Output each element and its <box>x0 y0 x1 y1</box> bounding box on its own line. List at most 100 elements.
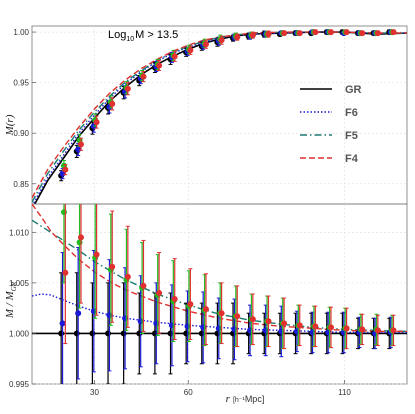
bottom-data-point <box>214 330 221 337</box>
top-y-tick-label: 1.00 <box>13 28 29 37</box>
top-y-tick-label: 0.90 <box>13 129 29 138</box>
bottom-data-point <box>62 269 69 276</box>
bottom-data-point <box>234 313 241 320</box>
top-data-point <box>249 32 256 39</box>
bottom-y-axis-label-main: M / M <box>4 290 16 319</box>
bottom-curve-f4 <box>32 204 407 333</box>
bottom-data-point <box>184 323 191 330</box>
x-tick-label: 30 <box>90 388 99 397</box>
bottom-data-point <box>215 325 222 332</box>
bottom-data-point <box>262 327 269 334</box>
top-y-tick-label: 0.95 <box>13 79 29 88</box>
top-curve-f4 <box>32 31 407 199</box>
top-y-ticks: 0.85 0.90 0.95 1.00 <box>13 28 36 189</box>
top-data-point <box>281 30 288 37</box>
bottom-data-point <box>105 330 112 337</box>
top-panel: 0.85 0.90 0.95 1.00 Log10M > 13.5 M(r) GR F6… <box>4 25 408 205</box>
annotation-log: Log <box>108 29 126 41</box>
top-y-axis-label: M(r) <box>4 114 16 136</box>
top-data-point <box>140 73 147 80</box>
bottom-y-tick-label: 1.000 <box>9 329 30 338</box>
bottom-y-axis-label-sub: GR <box>10 281 18 291</box>
bottom-data-point <box>109 263 116 270</box>
top-curve-f5 <box>32 31 407 203</box>
top-data-point <box>312 29 319 36</box>
bottom-points <box>58 204 397 384</box>
annotation-mass: M > 13.5 <box>135 29 178 41</box>
bottom-y-tick-label: 1.005 <box>9 279 30 288</box>
top-data-point <box>359 30 366 37</box>
bottom-data-point <box>249 316 256 323</box>
bottom-data-point <box>309 329 316 336</box>
bottom-data-point <box>312 323 319 330</box>
top-points <box>58 29 397 182</box>
bottom-data-point <box>122 315 129 322</box>
legend-label-f4: F4 <box>345 153 359 165</box>
top-annotation: Log10M > 13.5 <box>108 29 178 43</box>
bottom-data-point <box>73 330 80 337</box>
top-data-point <box>327 29 334 36</box>
bottom-y-axis-label: M / MGR <box>4 281 18 319</box>
x-tick-label: 110 <box>338 388 351 397</box>
bottom-y-tick-label: 1.010 <box>9 228 30 237</box>
x-tick-label: 60 <box>184 388 193 397</box>
bottom-data-point <box>59 320 66 327</box>
legend-label-gr: GR <box>345 84 362 96</box>
bottom-data-point <box>202 306 209 313</box>
x-axis-label-r: r <box>226 393 231 405</box>
bottom-data-point <box>77 234 84 241</box>
bottom-x-ticks: 30 60 110 <box>90 380 351 397</box>
top-data-point <box>75 146 82 153</box>
bottom-data-point <box>325 329 332 336</box>
bottom-data-point <box>106 312 113 319</box>
legend-label-f6: F6 <box>345 107 358 119</box>
top-data-point <box>202 41 209 48</box>
bottom-data-point <box>200 324 207 331</box>
top-data-point <box>390 29 397 36</box>
bottom-y-tick-label: 0.995 <box>9 380 30 389</box>
x-axis-label: r [h⁻¹Mpc] <box>226 393 265 405</box>
bottom-data-point <box>390 327 397 334</box>
bottom-data-point <box>278 328 285 335</box>
annotation-subscript: 10 <box>126 36 134 43</box>
top-data-point <box>77 141 84 148</box>
bottom-data-point <box>120 330 127 337</box>
bottom-data-point <box>187 301 194 308</box>
top-data-point <box>343 29 350 36</box>
bottom-data-point <box>231 326 238 333</box>
bottom-data-point <box>167 330 174 337</box>
bottom-data-point <box>374 327 381 334</box>
top-data-point <box>62 166 69 173</box>
top-data-point <box>234 34 241 41</box>
bottom-data-point <box>60 209 67 216</box>
legend: GR F6 F5 F4 <box>300 84 362 165</box>
top-curve-gr <box>33 31 407 204</box>
bottom-data-point <box>327 324 334 331</box>
bottom-y-ticks: 0.995 1.000 1.005 1.010 <box>9 228 36 389</box>
bottom-data-point <box>293 328 300 335</box>
bottom-data-point <box>89 330 96 337</box>
bottom-data-point <box>58 330 65 337</box>
top-data-point <box>171 53 178 60</box>
bottom-data-point <box>76 239 83 246</box>
bottom-data-point <box>75 310 82 317</box>
bottom-data-point <box>93 251 100 258</box>
bottom-data-point <box>90 308 97 315</box>
top-curves <box>32 31 407 204</box>
top-curve-f6 <box>32 31 407 204</box>
bottom-grid <box>32 204 407 385</box>
bottom-data-point <box>198 330 205 337</box>
top-data-point <box>218 37 225 44</box>
top-data-point <box>124 85 131 92</box>
top-y-tick-label: 0.85 <box>13 180 29 189</box>
top-data-point <box>374 30 381 37</box>
top-data-point <box>93 119 100 126</box>
bottom-data-point <box>247 327 254 334</box>
bottom-data-point <box>124 273 131 280</box>
top-data-point <box>156 62 163 69</box>
bottom-data-point <box>296 322 303 329</box>
top-data-point <box>265 31 272 38</box>
bottom-data-point <box>156 289 163 296</box>
bottom-data-point <box>153 320 160 327</box>
